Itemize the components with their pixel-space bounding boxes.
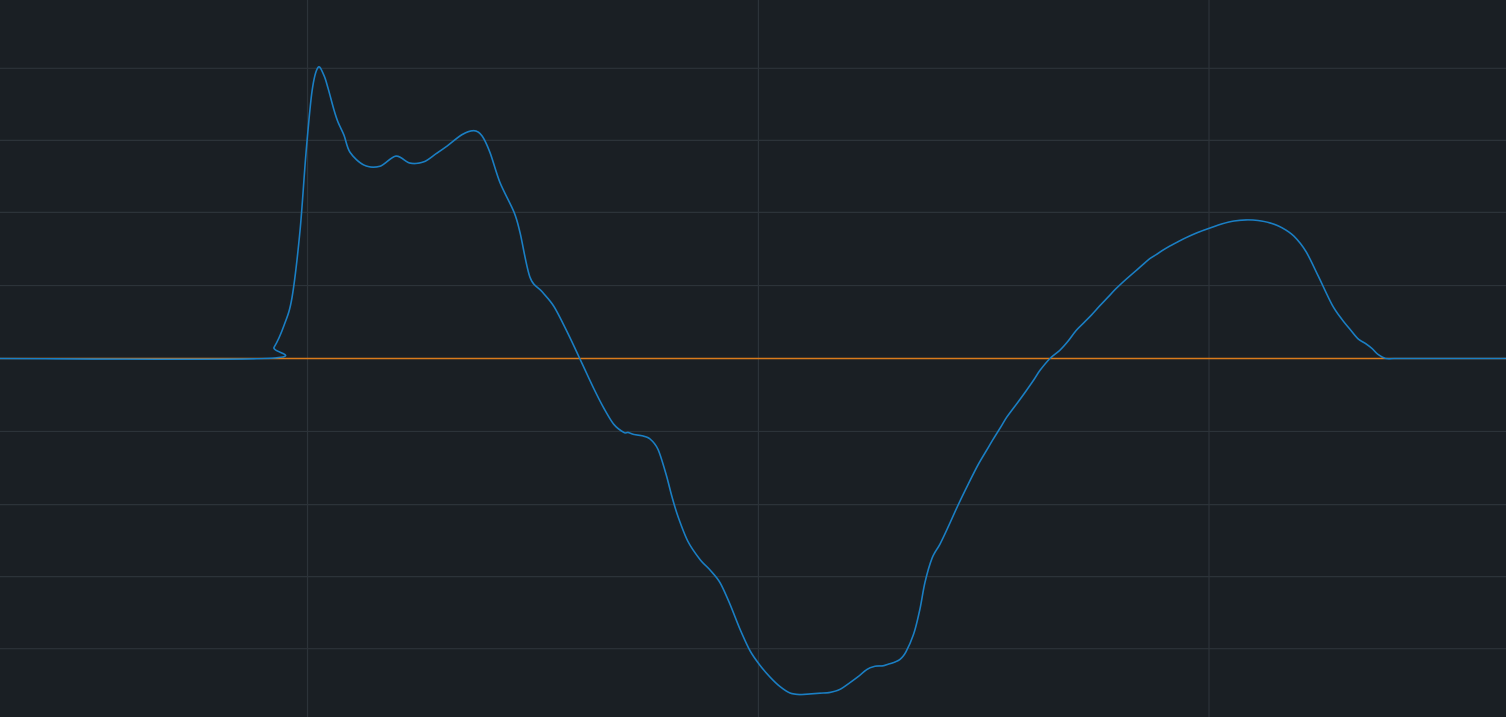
series-layer [0, 66, 1506, 696]
series-line-1 [0, 66, 1506, 696]
